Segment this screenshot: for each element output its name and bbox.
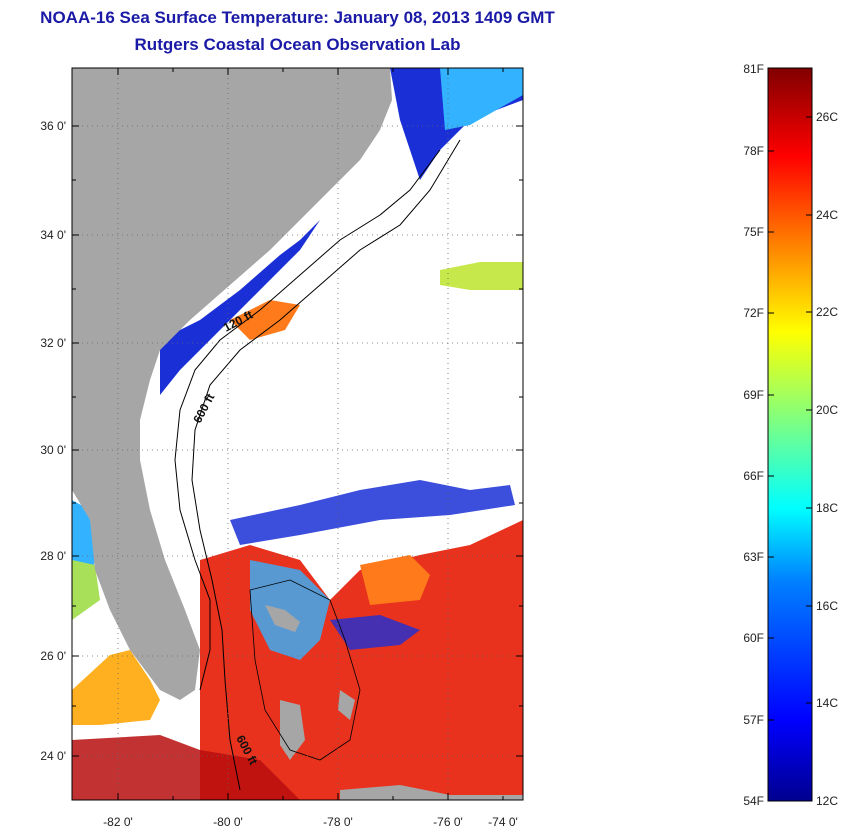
lat-label-32: 32 0' xyxy=(40,336,66,350)
lat-label-26: 26 0' xyxy=(40,649,66,663)
cb-label-78f: 78F xyxy=(743,144,764,158)
cb-label-81f: 81F xyxy=(743,62,764,76)
mild-band-east xyxy=(440,262,523,290)
lat-label-36: 36 0' xyxy=(40,119,66,133)
cb-label-60f: 60F xyxy=(743,631,764,645)
graticule xyxy=(72,68,523,800)
isobath-bahamas xyxy=(249,579,361,761)
lat-label-34: 34 0' xyxy=(40,228,66,242)
colorbar-celsius-labels: 26C 24C 22C 20C 18C 16C 14C 12C xyxy=(816,110,838,808)
land-cuba xyxy=(340,785,523,800)
cb-label-75f: 75F xyxy=(743,225,764,239)
cb-label-54f: 54F xyxy=(743,794,764,808)
cold-band-south xyxy=(330,615,420,650)
cb-label-24c: 24C xyxy=(816,208,838,222)
land-bahamas-eleuthera xyxy=(338,690,355,720)
cb-label-14c: 14C xyxy=(816,696,838,710)
lat-label-28: 28 0' xyxy=(40,549,66,563)
florida-bay-warm xyxy=(72,650,160,725)
isobath-600ft xyxy=(191,139,461,791)
lon-label-80: -80 0' xyxy=(213,815,243,829)
map-title: NOAA-16 Sea Surface Temperature: January… xyxy=(40,8,555,27)
isobath-120ft xyxy=(174,149,441,691)
map-subtitle: Rutgers Coastal Ocean Observation Lab xyxy=(134,35,461,54)
cb-label-20c: 20C xyxy=(816,403,838,417)
latitude-labels: 36 0' 34 0' 32 0' 30 0' 28 0' 26 0' 24 0… xyxy=(40,119,66,763)
gulf-mild xyxy=(72,560,100,620)
cb-label-26c: 26C xyxy=(816,110,838,124)
map-panel xyxy=(72,68,523,800)
cb-label-66f: 66F xyxy=(743,469,764,483)
cb-label-63f: 63F xyxy=(743,550,764,564)
longitude-labels: -82 0' -80 0' -78 0' -76 0' -74 0' xyxy=(103,815,518,829)
cb-label-18c: 18C xyxy=(816,501,838,515)
lon-label-76: -76 0' xyxy=(433,815,463,829)
cb-label-57f: 57F xyxy=(743,713,764,727)
colorbar-ticks xyxy=(768,116,812,721)
cold-coastal-band xyxy=(160,220,320,395)
cool-northeast xyxy=(440,68,523,130)
cb-label-22c: 22C xyxy=(816,305,838,319)
land-bahamas-andros xyxy=(280,700,305,760)
colorbar-fahrenheit-labels: 81F 78F 75F 72F 69F 66F 63F 60F 57F 54F xyxy=(743,62,764,808)
cold-cloud-edge-1 xyxy=(230,480,515,545)
frame-ticks xyxy=(72,68,523,800)
cb-label-12c: 12C xyxy=(816,794,838,808)
lon-label-74: -74 0' xyxy=(488,815,518,829)
lon-label-78: -78 0' xyxy=(323,815,353,829)
hot-water-region xyxy=(72,735,300,800)
lat-label-30: 30 0' xyxy=(40,443,66,457)
cb-label-16c: 16C xyxy=(816,599,838,613)
lat-label-24: 24 0' xyxy=(40,749,66,763)
land-bahamas-north xyxy=(265,605,300,632)
land-southeast-us xyxy=(72,68,392,700)
colorbar-gradient xyxy=(768,68,812,801)
orange-patch xyxy=(360,555,430,605)
colorbar-frame xyxy=(767,67,813,802)
colorbar: 81F 78F 75F 72F 69F 66F 63F 60F 57F 54F … xyxy=(743,62,838,808)
cb-label-72f: 72F xyxy=(743,306,764,320)
map-frame xyxy=(71,67,524,801)
lon-label-82: -82 0' xyxy=(103,815,133,829)
warm-gulfstream-fragment xyxy=(230,300,300,340)
cb-label-69f: 69F xyxy=(743,388,764,402)
